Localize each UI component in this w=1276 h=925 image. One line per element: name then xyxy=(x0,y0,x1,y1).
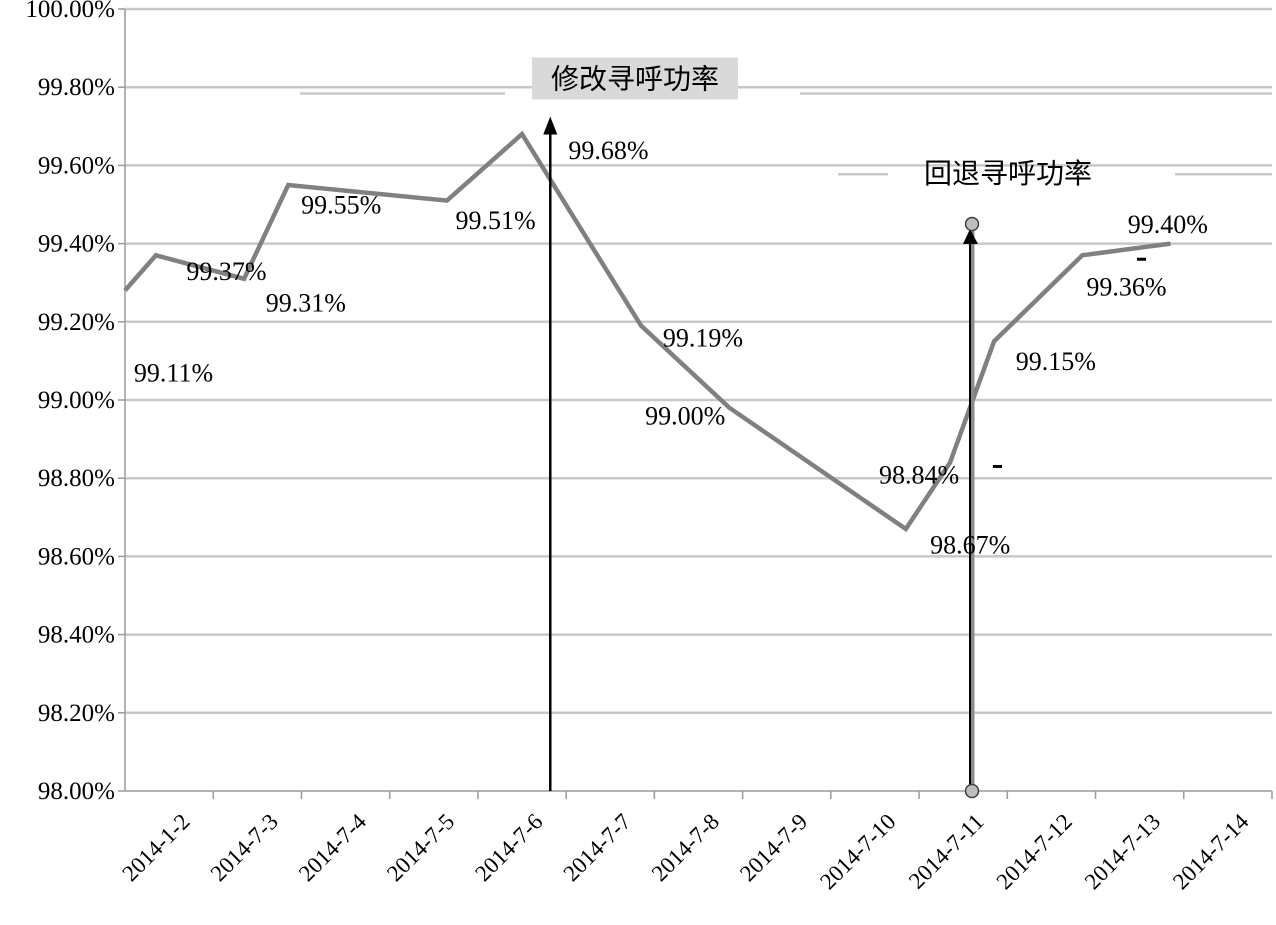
data-label: 99.15% xyxy=(1016,347,1096,376)
x-tick-label: 2014-7-5 xyxy=(382,809,459,886)
series-line xyxy=(123,130,1171,533)
data-label: 99.51% xyxy=(455,206,535,235)
x-tick-label: 2014-7-4 xyxy=(294,809,372,887)
y-tick-label: 99.00% xyxy=(38,387,115,414)
data-label: 99.68% xyxy=(568,136,648,165)
x-tick-label: 2014-7-3 xyxy=(206,809,283,886)
y-tick-label: 99.60% xyxy=(38,152,115,179)
data-label: 99.19% xyxy=(663,323,743,352)
annotation-label-bg xyxy=(532,57,738,100)
axis-layer: 98.00% 98.20% 98.40% 98.60% 98.80% 99.00% 99.2… xyxy=(25,0,1273,895)
x-tick-label: 2014-7-8 xyxy=(647,809,724,886)
data-label: 99.36% xyxy=(1086,273,1166,302)
y-tick-label: 98.60% xyxy=(38,543,115,570)
x-tick-label: 2014-7-13 xyxy=(1080,809,1165,894)
data-label: 99.31% xyxy=(266,288,346,317)
series-layer xyxy=(123,130,1171,533)
marker-dot-icon xyxy=(964,783,980,799)
y-tick-label: 99.40% xyxy=(38,231,115,258)
marker-dot-icon xyxy=(964,216,980,232)
x-tick-label: 2014-7-10 xyxy=(815,809,900,894)
x-tick-label: 2014-7-6 xyxy=(470,809,547,886)
data-label: 98.67% xyxy=(930,531,1010,560)
y-tick-label: 98.80% xyxy=(38,465,115,492)
data-label: 99.40% xyxy=(1128,210,1208,239)
y-tick-label: 98.00% xyxy=(38,778,115,805)
data-label: 99.55% xyxy=(301,191,381,220)
arrow-up-icon xyxy=(543,116,558,135)
y-tick-label: 98.20% xyxy=(38,700,115,727)
data-label: 99.11% xyxy=(134,359,213,388)
y-tick-label: 98.40% xyxy=(38,622,115,649)
y-tick-label: 99.80% xyxy=(38,74,115,101)
data-label: 98.84% xyxy=(879,460,959,489)
x-tick-label: 2014-1-2 xyxy=(117,809,194,886)
x-tick-label: 2014-7-14 xyxy=(1168,809,1254,895)
data-label-layer: 99.11% 99.37%99.31% 99.55% 99.51% 99.68% 99.1… xyxy=(134,136,1208,560)
x-tick-label: 2014-7-7 xyxy=(558,809,635,886)
y-tick-label: 100.00% xyxy=(25,0,115,23)
grid-layer xyxy=(125,7,1272,715)
y-tick-label: 99.20% xyxy=(38,309,115,336)
data-label: 99.00% xyxy=(645,402,725,431)
annotation-label: 回退寻呼功率 xyxy=(924,157,1092,190)
x-tick-label: 2014-7-12 xyxy=(992,809,1077,894)
arrow-up-icon xyxy=(963,229,979,245)
x-tick-label: 2014-7-9 xyxy=(735,809,812,886)
annotation-label: 修改寻呼功率 xyxy=(551,62,719,95)
data-label: 99.37% xyxy=(186,257,266,286)
x-tick-label: 2014-7-11 xyxy=(904,809,989,894)
